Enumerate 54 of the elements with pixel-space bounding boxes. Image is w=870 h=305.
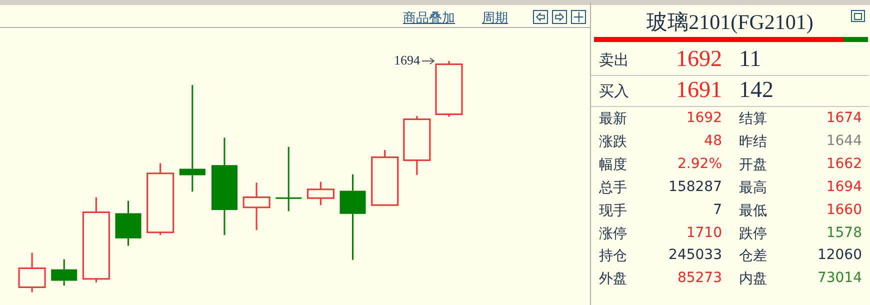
- candlestick: [115, 200, 142, 247]
- text: 1660: [826, 202, 862, 218]
- text: 玻璃2101(FG2101): [646, 9, 814, 36]
- text: 最低: [739, 202, 767, 220]
- text: 142: [739, 77, 774, 103]
- candlestick: [306, 180, 334, 206]
- text: 内盘: [739, 270, 767, 288]
- text: 最高: [739, 178, 767, 197]
- text: 涨停: [599, 224, 627, 242]
- text: 7: [713, 202, 722, 218]
- text: 幅度: [599, 156, 627, 174]
- text: 1692: [676, 46, 722, 72]
- text: 12060: [817, 247, 862, 264]
- text: 158287: [668, 178, 722, 195]
- text: 最新: [599, 110, 627, 128]
- text: 仓差: [739, 247, 767, 266]
- text: 总手: [599, 178, 627, 197]
- text: 11: [739, 46, 762, 72]
- candlestick: [51, 258, 78, 286]
- text: 1691: [676, 77, 722, 103]
- text: 48: [704, 132, 722, 149]
- text: 涨跌: [599, 132, 627, 151]
- candlestick: [403, 115, 431, 176]
- text: 外盘: [599, 270, 627, 288]
- text: 1710: [686, 224, 722, 240]
- text: 商品叠加: [403, 10, 455, 27]
- text: 1694: [826, 178, 862, 195]
- text: 73014: [817, 270, 862, 286]
- text: 1578: [826, 224, 862, 240]
- text: 1674: [826, 110, 862, 126]
- text: 卖出: [599, 51, 629, 70]
- text: 1692: [686, 110, 722, 126]
- candlestick: [179, 84, 206, 192]
- candlestick: [371, 149, 399, 206]
- candlestick: [146, 162, 174, 236]
- text: 跌停: [739, 224, 767, 242]
- candlestick: [274, 146, 302, 212]
- text: 现手: [599, 202, 627, 220]
- text: 85273: [677, 270, 722, 286]
- text: 1644: [826, 132, 862, 149]
- text: 开盘: [739, 156, 767, 174]
- text: 1662: [826, 156, 862, 172]
- candlestick: [340, 174, 366, 261]
- text: 结算: [739, 110, 767, 128]
- text: 买入: [599, 82, 629, 101]
- candlestick: [82, 196, 110, 284]
- text: 2.92%: [678, 156, 722, 172]
- text: 245033: [668, 247, 722, 264]
- text: 持仓: [599, 247, 627, 266]
- candlestick: [211, 137, 238, 236]
- text: 昨结: [739, 132, 767, 151]
- annotation: 1694: [394, 52, 420, 68]
- text: 周期: [482, 10, 508, 27]
- candlestick: [242, 182, 270, 231]
